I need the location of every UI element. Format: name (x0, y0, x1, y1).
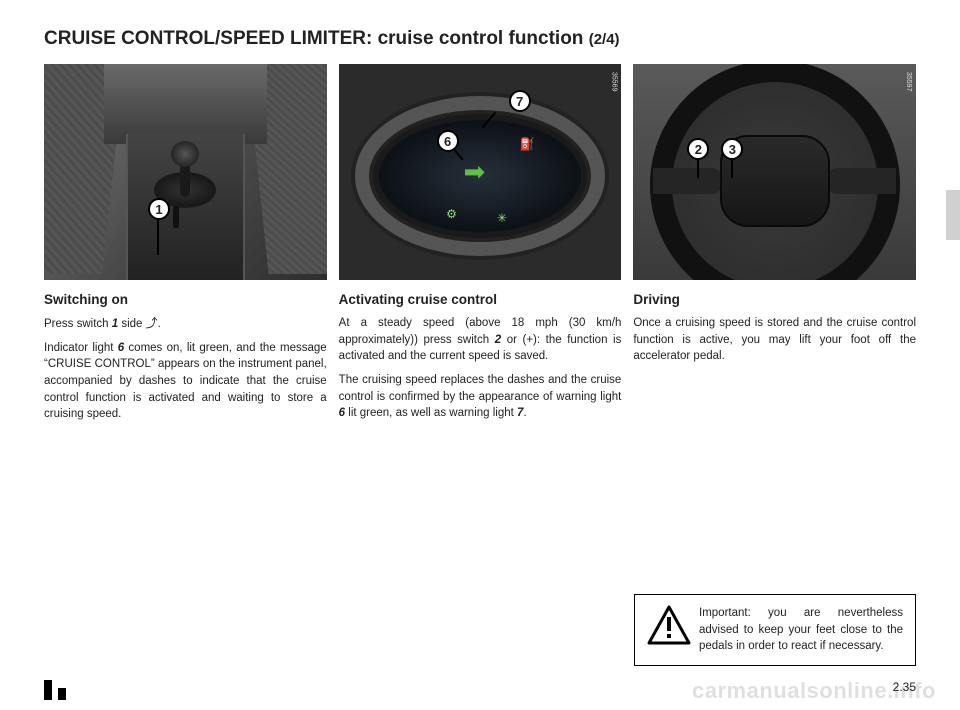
callout-7: 7 (509, 90, 531, 112)
manual-page: CRUISE CONTROL/SPEED LIMITER: cruise con… (0, 0, 960, 710)
column-1: 35596 1 Switching on Press switch 1 side… (44, 64, 327, 430)
warning-icon (647, 605, 691, 645)
body-col3: Once a cruising speed is stored and the … (633, 315, 916, 372)
body-col1: Press switch 1 side ⤴. Indicator light 6… (44, 315, 327, 430)
note-text-b: sary. (859, 640, 883, 652)
important-note: Important: you are nevertheless advised … (634, 594, 916, 666)
figure-steering-wheel: 35597 2 3 (633, 64, 916, 280)
col1-para1: Press switch 1 side ⤴. (44, 315, 327, 333)
figure-center-console: 35596 1 (44, 64, 327, 280)
heading-switching-on: Switching on (44, 292, 327, 307)
content-columns: 35596 1 Switching on Press switch 1 side… (44, 64, 916, 430)
col1-para2: Indicator light 6 comes on, lit green, a… (44, 340, 327, 423)
callout-leader (157, 219, 159, 255)
col2-para2: The cruising speed replaces the dashes a… (339, 372, 622, 422)
indicator-icon: ✳ (497, 211, 507, 225)
indicator-icon: ⚙ (446, 207, 457, 221)
column-3: 35597 2 3 Driving Once a cruising speed … (633, 64, 916, 430)
title-main: CRUISE CONTROL/SPEED LIMITER: cruise con… (44, 28, 583, 49)
turn-signal-icon: ➡ (463, 157, 485, 188)
crop-marks (44, 680, 52, 700)
figure-instrument-cluster: 35569 ➡ ⛽ ⚙ ✳ 7 6 (339, 64, 622, 280)
photo-code: 35597 (905, 72, 912, 91)
body-col2: At a steady speed (above 18 mph (30 km/h… (339, 315, 622, 429)
callout-leader (697, 158, 699, 178)
heading-driving: Driving (633, 292, 916, 307)
callout-leader (731, 158, 733, 178)
title-page-indicator: (2/4) (589, 31, 620, 48)
col2-para1: At a steady speed (above 18 mph (30 km/h… (339, 315, 622, 365)
column-2: 35569 ➡ ⛽ ⚙ ✳ 7 6 Activating cruise cont… (339, 64, 622, 430)
watermark: carmanualsonline.info (692, 678, 936, 704)
heading-activating: Activating cruise control (339, 292, 622, 307)
thumb-tab (946, 190, 960, 240)
col3-para1: Once a cruising speed is stored and the … (633, 315, 916, 365)
callout-6: 6 (437, 130, 459, 152)
photo-code: 35569 (610, 72, 617, 91)
cruise-icon: ⤴ (146, 316, 158, 330)
callout-1: 1 (148, 198, 170, 220)
page-title: CRUISE CONTROL/SPEED LIMITER: cruise con… (44, 28, 916, 50)
indicator-icon: ⛽ (520, 137, 535, 151)
